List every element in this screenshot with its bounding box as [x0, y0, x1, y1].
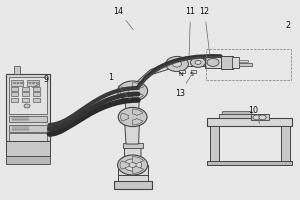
Text: 9: 9 [32, 75, 49, 88]
Text: 14: 14 [113, 6, 133, 30]
Circle shape [172, 61, 182, 67]
Bar [22, 92, 29, 96]
Bar [6, 74, 50, 141]
Circle shape [118, 107, 147, 127]
Bar [207, 118, 292, 126]
Circle shape [166, 56, 188, 72]
Wedge shape [133, 83, 143, 90]
Bar [239, 60, 248, 62]
Circle shape [118, 155, 148, 175]
Text: 12: 12 [200, 7, 210, 54]
Bar [11, 98, 18, 102]
Bar [220, 56, 232, 69]
Wedge shape [133, 118, 143, 125]
Text: 1: 1 [109, 72, 130, 100]
Bar [280, 126, 290, 165]
Text: 2: 2 [285, 21, 291, 30]
Bar [11, 87, 18, 91]
Polygon shape [124, 91, 140, 113]
Bar [206, 49, 291, 80]
Bar [22, 98, 29, 102]
Bar [6, 156, 50, 164]
Circle shape [128, 114, 137, 120]
Bar [179, 70, 185, 73]
Bar [6, 141, 50, 156]
Text: N: N [178, 72, 183, 77]
Bar [205, 57, 221, 68]
Wedge shape [133, 109, 143, 116]
Circle shape [13, 82, 16, 84]
Circle shape [259, 115, 266, 120]
Bar [114, 181, 152, 189]
Circle shape [190, 57, 206, 67]
Bar [118, 175, 148, 181]
Text: 11: 11 [185, 7, 196, 55]
Text: 13: 13 [175, 76, 190, 98]
Bar [33, 92, 40, 96]
Circle shape [36, 82, 38, 84]
Bar [210, 126, 219, 165]
Bar [11, 80, 23, 86]
Bar [22, 87, 29, 91]
Bar [118, 165, 148, 175]
Circle shape [20, 82, 23, 84]
Circle shape [195, 60, 201, 64]
Bar [123, 143, 142, 148]
Circle shape [128, 88, 137, 94]
Polygon shape [124, 143, 141, 161]
Bar [222, 111, 250, 114]
Wedge shape [133, 157, 143, 164]
Bar [178, 58, 216, 66]
Circle shape [32, 82, 35, 84]
Bar [9, 116, 46, 122]
Bar [33, 98, 40, 102]
Bar [239, 63, 252, 66]
Bar [219, 114, 266, 118]
Circle shape [29, 82, 31, 84]
Bar [33, 87, 40, 91]
Bar [232, 57, 239, 68]
Text: S: S [190, 72, 193, 77]
Text: 10: 10 [248, 106, 260, 123]
Bar [250, 114, 268, 120]
Wedge shape [120, 161, 130, 169]
Wedge shape [133, 92, 143, 99]
Circle shape [129, 163, 136, 167]
Wedge shape [121, 113, 129, 121]
Circle shape [17, 82, 19, 84]
Circle shape [253, 115, 260, 120]
Bar [11, 92, 18, 96]
Polygon shape [134, 62, 178, 86]
Wedge shape [120, 87, 129, 95]
Bar [190, 70, 196, 73]
Circle shape [24, 104, 30, 108]
Circle shape [118, 81, 148, 101]
Circle shape [124, 159, 142, 171]
Bar [9, 125, 46, 132]
Bar [27, 80, 39, 86]
Polygon shape [124, 117, 140, 144]
Bar [14, 66, 20, 74]
Wedge shape [133, 166, 143, 173]
Bar [9, 133, 46, 141]
Circle shape [207, 58, 219, 66]
Bar [9, 77, 46, 114]
Bar [207, 161, 292, 165]
